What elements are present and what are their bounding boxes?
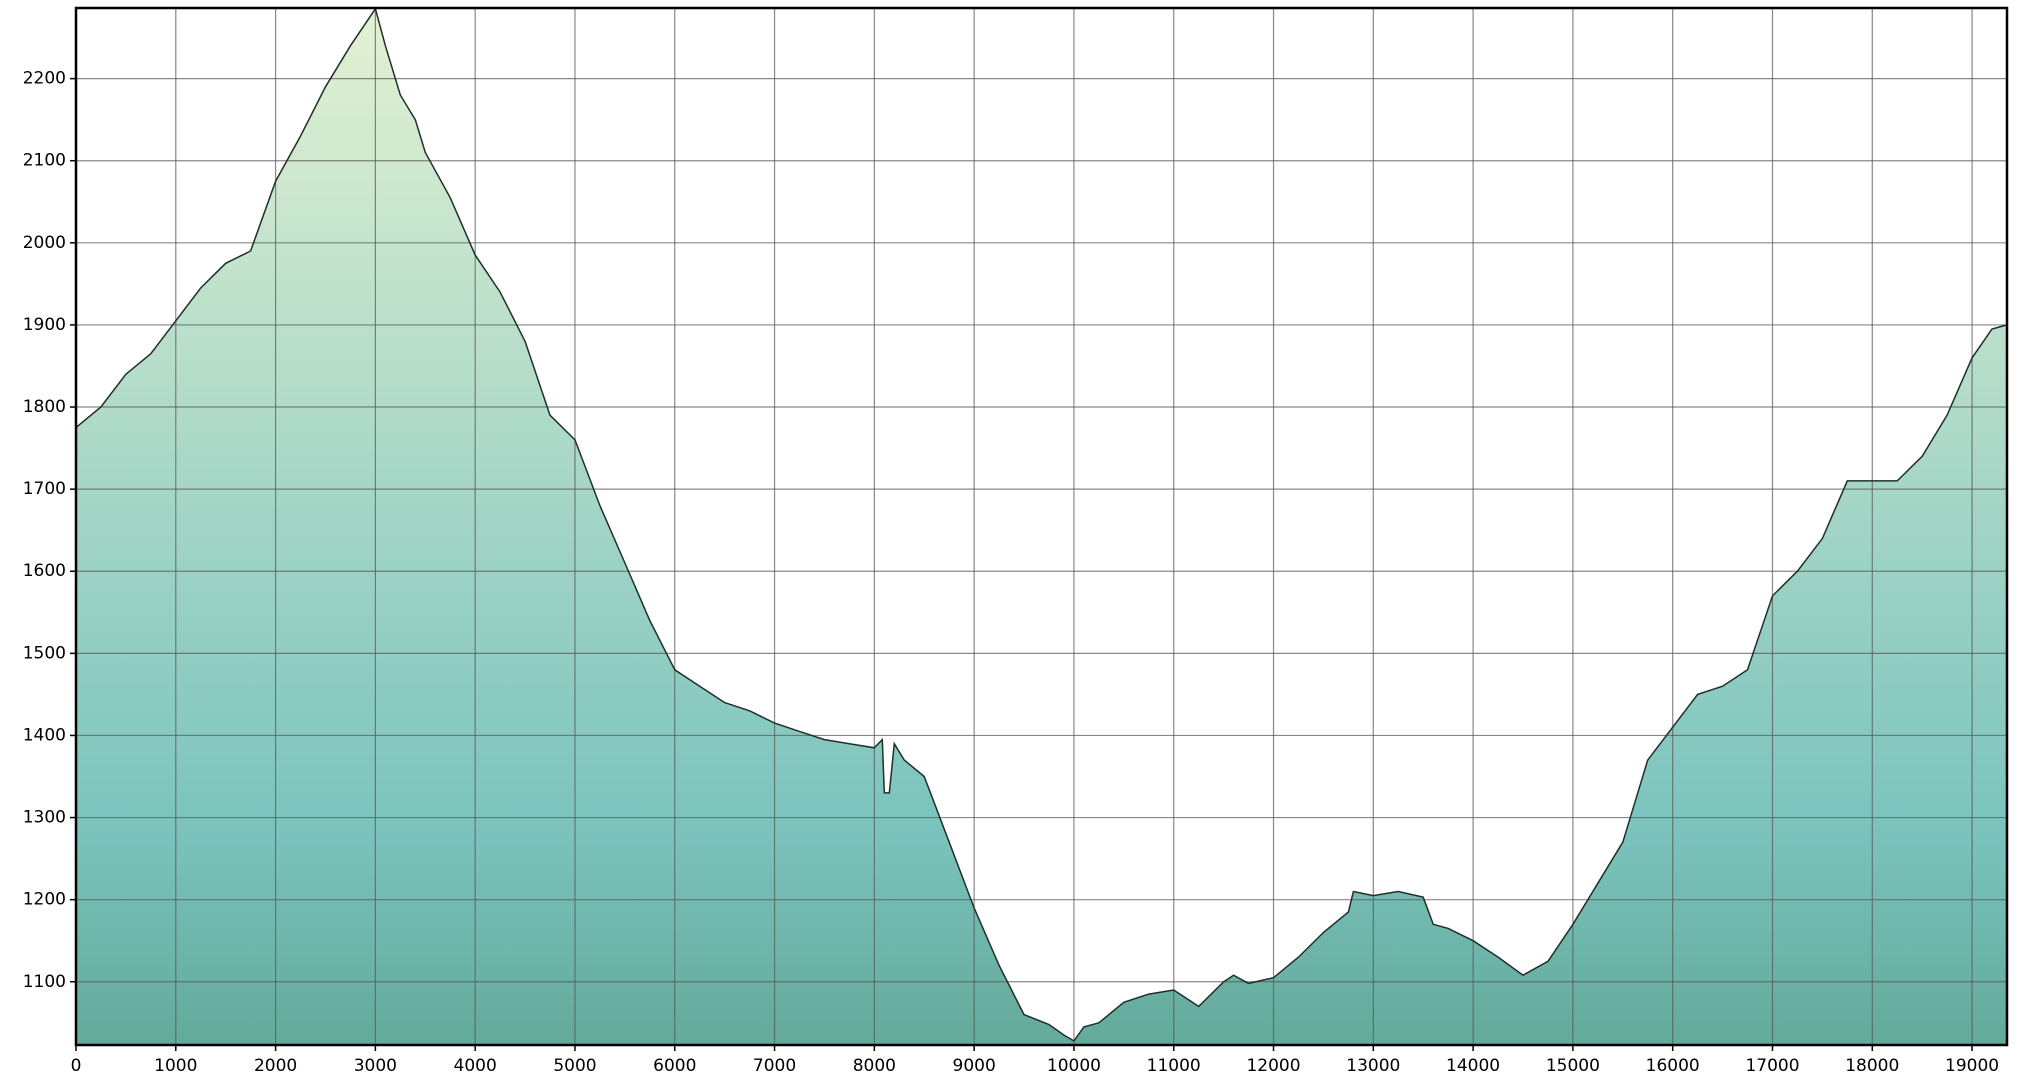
- x-tick-label: 19000: [1945, 1056, 1999, 1076]
- x-tick-label: 14000: [1446, 1056, 1500, 1076]
- x-tick-label: 13000: [1346, 1056, 1400, 1076]
- y-tick-label: 2100: [23, 151, 66, 171]
- y-tick-label: 1400: [23, 725, 66, 745]
- y-tick-label: 1700: [23, 479, 66, 499]
- x-tick-label: 4000: [454, 1056, 497, 1076]
- line: [75, 7, 2008, 1042]
- x-tick-label: 1000: [154, 1056, 197, 1076]
- x-tick-label: 18000: [1845, 1056, 1899, 1076]
- y-tick-label: 2200: [23, 69, 66, 89]
- y-tick-label: 2000: [23, 233, 66, 253]
- y-tick-label: 1200: [23, 890, 66, 910]
- plot-frame: [74, 6, 2009, 1047]
- x-tick-label: 7000: [753, 1056, 796, 1076]
- area: [76, 8, 2007, 1045]
- y-tick-label: 1600: [23, 561, 66, 581]
- x-tick-label: 2000: [254, 1056, 297, 1076]
- x-tick-label: 6000: [653, 1056, 696, 1076]
- y-tick-label: 1300: [23, 808, 66, 828]
- y-tick-label: 1800: [23, 397, 66, 417]
- y-tick-label: 1900: [23, 315, 66, 335]
- x-tick-label: 5000: [553, 1056, 596, 1076]
- x-tick-label: 12000: [1246, 1056, 1300, 1076]
- y-tick-label: 1100: [23, 972, 66, 992]
- x-tick-label: 15000: [1546, 1056, 1600, 1076]
- x-tick-label: 8000: [853, 1056, 896, 1076]
- x-tick-label: 16000: [1646, 1056, 1700, 1076]
- x-tick-label: 11000: [1147, 1056, 1201, 1076]
- x-tick-label: 3000: [354, 1056, 397, 1076]
- x-tick-label: 17000: [1745, 1056, 1799, 1076]
- x-tick-label: 10000: [1047, 1056, 1101, 1076]
- x-tick-label: 0: [71, 1056, 82, 1076]
- x-tick-label: 9000: [953, 1056, 996, 1076]
- y-tick-label: 1500: [23, 643, 66, 663]
